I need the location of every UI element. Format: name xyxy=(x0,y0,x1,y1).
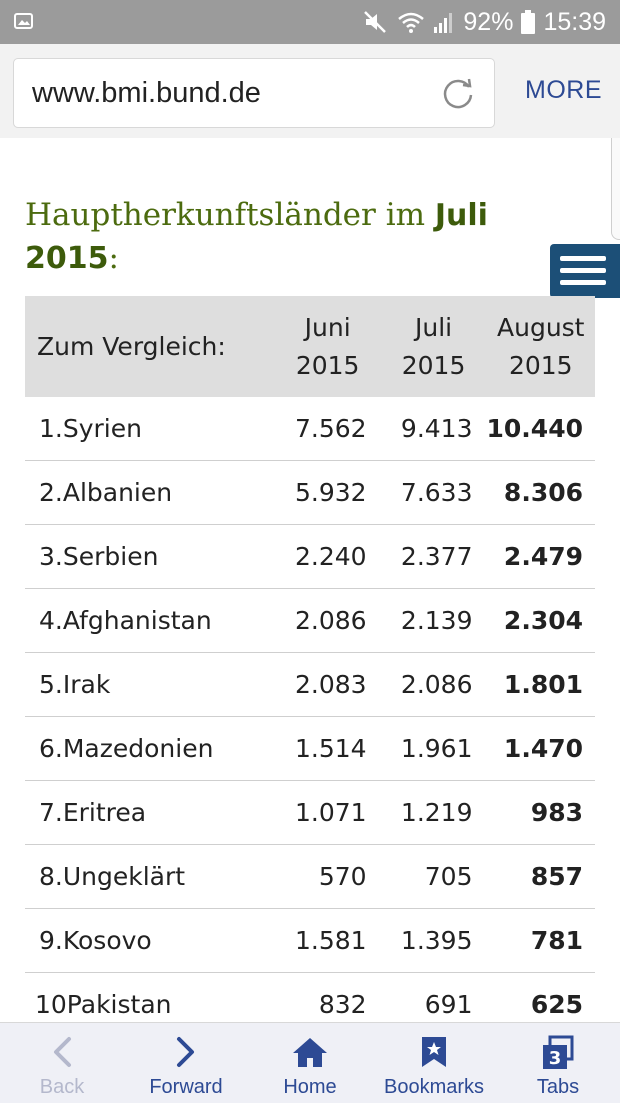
home-label: Home xyxy=(283,1076,337,1098)
header-juni: Juni 2015 xyxy=(274,296,381,397)
table-header-row: Zum Vergleich: Juni 2015 Juli 2015 August 2… xyxy=(25,296,595,397)
table-row: 8.Ungeklärt 570 705 857 xyxy=(25,844,595,909)
scroll-indicator[interactable] xyxy=(611,138,620,240)
header-juli: Juli 2015 xyxy=(380,296,487,397)
juli-cell: 691 xyxy=(380,972,487,1022)
origin-countries-table: Zum Vergleich: Juni 2015 Juli 2015 August 2… xyxy=(25,296,595,1022)
country-cell: 10Pakistan xyxy=(25,972,275,1022)
juli-cell: 705 xyxy=(380,844,487,909)
signal-icon xyxy=(434,13,453,33)
gallery-icon xyxy=(14,13,33,29)
tabs-count: 3 xyxy=(549,1048,562,1069)
country-cell: 3.Serbien xyxy=(25,524,275,589)
august-cell: 10.440 xyxy=(486,397,595,461)
juni-cell: 1.581 xyxy=(274,908,381,973)
table-row: 4.Afghanistan 2.086 2.139 2.304 xyxy=(25,588,595,653)
table-row: 2.Albanien 5.932 7.633 8.306 xyxy=(25,460,595,525)
battery-percent: 92% xyxy=(463,7,514,36)
tabs-label: Tabs xyxy=(536,1076,580,1098)
more-button[interactable]: MORE xyxy=(525,76,602,104)
august-cell: 1.801 xyxy=(486,652,595,717)
juli-cell: 7.633 xyxy=(380,460,487,525)
country-cell: 1.Syrien xyxy=(25,397,275,461)
august-cell: 2.479 xyxy=(486,524,595,589)
header-label: Zum Vergleich: xyxy=(25,296,275,397)
cropped-text-line xyxy=(20,138,440,150)
juni-cell: 7.562 xyxy=(274,397,381,461)
page-heading: Hauptherkunftsländer im Juli 2015: xyxy=(25,197,488,276)
mute-icon xyxy=(364,11,387,33)
reload-icon[interactable] xyxy=(440,75,476,111)
home-button[interactable]: Home xyxy=(260,1023,360,1103)
country-cell: 5.Irak xyxy=(25,652,275,717)
bookmarks-label: Bookmarks xyxy=(383,1076,485,1098)
juli-cell: 2.139 xyxy=(380,588,487,653)
forward-button[interactable]: Forward xyxy=(136,1023,236,1103)
battery-icon xyxy=(521,10,536,34)
tabs-button[interactable]: 3 Tabs xyxy=(508,1023,608,1103)
august-cell: 781 xyxy=(486,908,595,973)
clock: 15:39 xyxy=(543,7,606,36)
august-cell: 625 xyxy=(486,972,595,1022)
juni-cell: 2.083 xyxy=(274,652,381,717)
juli-cell: 1.395 xyxy=(380,908,487,973)
juni-cell: 570 xyxy=(274,844,381,909)
browser-toolbar: www.bmi.bund.de MORE xyxy=(0,44,620,139)
back-arrow-icon xyxy=(54,1037,71,1067)
juni-cell: 2.086 xyxy=(274,588,381,653)
home-icon xyxy=(293,1038,327,1067)
juli-cell: 9.413 xyxy=(380,397,487,461)
juli-cell: 2.377 xyxy=(380,524,487,589)
august-cell: 1.470 xyxy=(486,716,595,781)
august-cell: 2.304 xyxy=(486,588,595,653)
bottom-navigation: Back Forward Home Bookmarks 3 Tabs xyxy=(0,1022,620,1103)
header-august: August 2015 xyxy=(486,296,595,397)
juni-cell: 1.071 xyxy=(274,780,381,845)
juli-cell: 2.086 xyxy=(380,652,487,717)
august-cell: 857 xyxy=(486,844,595,909)
table-row: 10Pakistan 832 691 625 xyxy=(25,972,595,1022)
forward-label: Forward xyxy=(149,1076,223,1098)
country-cell: 2.Albanien xyxy=(25,460,275,525)
juni-cell: 832 xyxy=(274,972,381,1022)
country-cell: 9.Kosovo xyxy=(25,908,275,973)
bookmarks-button[interactable]: Bookmarks xyxy=(374,1023,494,1103)
juli-cell: 1.219 xyxy=(380,780,487,845)
table-row: 5.Irak 2.083 2.086 1.801 xyxy=(25,652,595,717)
juni-cell: 5.932 xyxy=(274,460,381,525)
august-cell: 8.306 xyxy=(486,460,595,525)
back-button[interactable]: Back xyxy=(12,1023,112,1103)
wifi-icon xyxy=(398,12,425,33)
country-cell: 6.Mazedonien xyxy=(25,716,275,781)
tabs-icon: 3 xyxy=(543,1035,574,1069)
table-row: 9.Kosovo 1.581 1.395 781 xyxy=(25,908,595,973)
address-bar[interactable]: www.bmi.bund.de xyxy=(13,58,495,128)
juli-cell: 1.961 xyxy=(380,716,487,781)
status-bar: 92% 15:39 xyxy=(0,0,620,44)
web-content: Hauptherkunftsländer im Juli 2015: Zum Ve… xyxy=(0,138,620,1022)
back-label: Back xyxy=(39,1076,85,1098)
hamburger-menu-icon xyxy=(560,256,606,261)
juni-cell: 1.514 xyxy=(274,716,381,781)
country-cell: 7.Eritrea xyxy=(25,780,275,845)
bookmark-star-icon xyxy=(422,1037,446,1067)
table-row: 6.Mazedonien 1.514 1.961 1.470 xyxy=(25,716,595,781)
juni-cell: 2.240 xyxy=(274,524,381,589)
hamburger-menu-button[interactable] xyxy=(550,244,620,298)
august-cell: 983 xyxy=(486,780,595,845)
country-cell: 4.Afghanistan xyxy=(25,588,275,653)
table-row: 7.Eritrea 1.071 1.219 983 xyxy=(25,780,595,845)
table-row: 1.Syrien 7.562 9.413 10.440 xyxy=(25,397,595,461)
table-row: 3.Serbien 2.240 2.377 2.479 xyxy=(25,524,595,589)
url-text[interactable]: www.bmi.bund.de xyxy=(32,77,261,109)
forward-arrow-icon xyxy=(177,1037,194,1067)
country-cell: 8.Ungeklärt xyxy=(25,844,275,909)
